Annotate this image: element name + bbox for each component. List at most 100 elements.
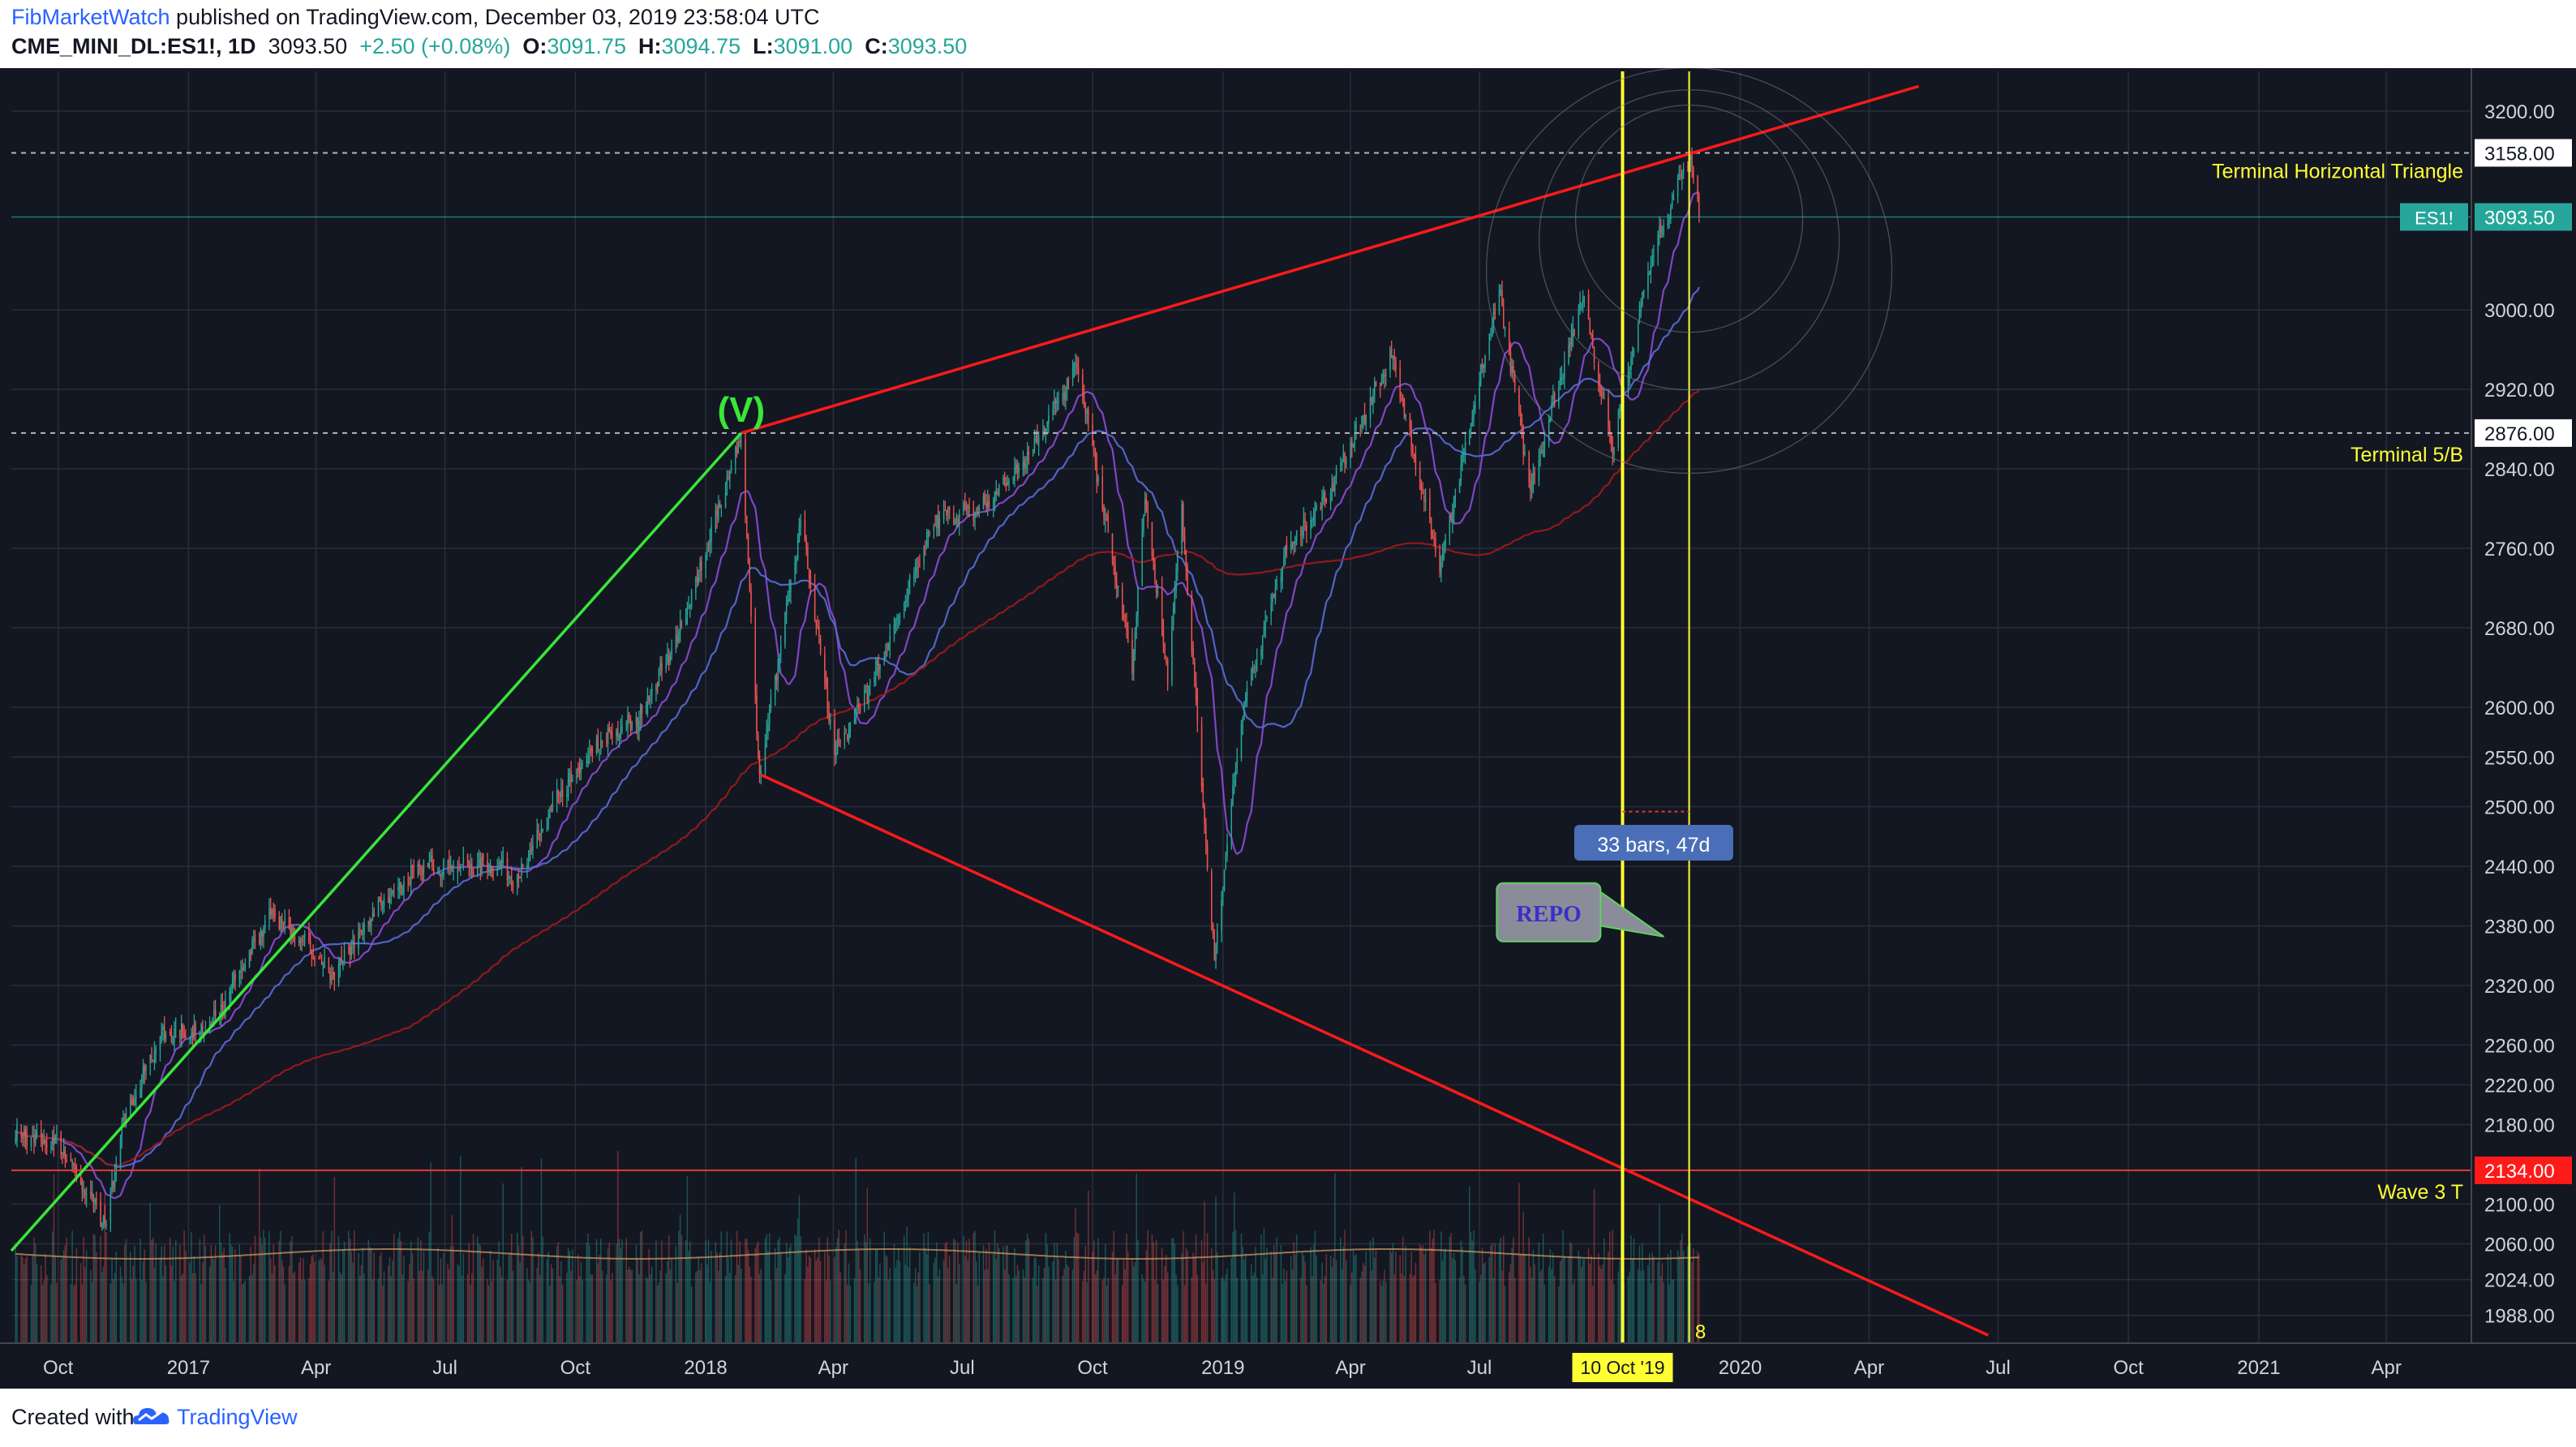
candle-body <box>522 864 524 865</box>
volume-bar <box>796 1218 799 1343</box>
volume-bar <box>576 1279 577 1343</box>
price-tick-label: 2380.00 <box>2484 917 2555 938</box>
candle-body <box>577 767 579 770</box>
candle-body <box>946 510 947 517</box>
volume-bar <box>527 1279 530 1343</box>
candle-body <box>1680 175 1681 178</box>
time-tick-label: Apr <box>818 1357 848 1379</box>
callout-text: REPO <box>1516 901 1582 927</box>
candle-body <box>695 577 697 594</box>
volume-bar <box>221 1252 224 1343</box>
candle-body <box>1164 645 1166 659</box>
candle-body <box>1518 389 1520 412</box>
volume-bar <box>481 1267 483 1343</box>
time-tick-label: Oct <box>2114 1357 2145 1379</box>
price-chart[interactable]: 1988.00 2024.00 2060.00 2100.00 2134.00 2180.… <box>0 68 2576 1389</box>
candle-body <box>1211 871 1213 922</box>
candle-body <box>629 719 632 730</box>
volume-bar <box>204 1246 207 1343</box>
volume-bar <box>885 1255 887 1343</box>
candle-body <box>1033 438 1036 452</box>
candle-body <box>387 900 389 904</box>
volume-bar <box>1166 1273 1169 1343</box>
volume-bar <box>431 1276 433 1343</box>
candle-body <box>1551 401 1552 417</box>
volume-bar <box>213 1259 215 1343</box>
candle-body <box>1143 515 1144 531</box>
volume-bar <box>701 1263 702 1343</box>
volume-bar <box>1511 1247 1513 1343</box>
candle-body <box>876 659 878 665</box>
candle-body <box>1470 424 1472 430</box>
volume-bar <box>1177 1285 1179 1343</box>
volume-bar <box>1310 1247 1312 1343</box>
volume-bar <box>1273 1245 1275 1343</box>
volume-bar <box>343 1241 346 1343</box>
volume-bar <box>172 1246 174 1343</box>
volume-bar <box>964 1256 966 1343</box>
volume-bar <box>1025 1240 1027 1343</box>
volume-bar <box>610 1280 612 1343</box>
candle-body <box>659 663 661 668</box>
candle-body <box>1052 410 1054 416</box>
candle-body <box>948 506 951 510</box>
volume-bar <box>1284 1281 1286 1343</box>
volume-bar <box>502 1183 504 1343</box>
volume-bar <box>1488 1256 1490 1343</box>
candle-body <box>1424 500 1427 502</box>
volume-bar <box>947 1268 949 1343</box>
volume-bar <box>784 1274 786 1343</box>
volume-bar <box>248 1276 251 1343</box>
volume-bar <box>142 1260 144 1343</box>
volume-bar <box>458 1265 460 1343</box>
candle-body <box>621 726 623 731</box>
volume-bar <box>1384 1269 1385 1343</box>
volume-bar <box>606 1274 608 1343</box>
symbol-label[interactable]: CME_MINI_DL:ES1!, 1D <box>11 34 256 58</box>
candle-body <box>620 729 622 738</box>
candle-body <box>373 913 376 917</box>
volume-bar <box>957 1242 959 1343</box>
volume-bar <box>1355 1254 1357 1343</box>
candle-body <box>784 612 786 645</box>
candle-body <box>62 1149 65 1155</box>
candle-body <box>885 650 887 658</box>
volume-bar <box>1471 1240 1474 1343</box>
chart-background <box>0 68 2576 1389</box>
tradingview-brand-link[interactable]: TradingView <box>177 1405 298 1429</box>
candle-body <box>1124 620 1126 622</box>
volume-bar <box>90 1269 92 1343</box>
volume-bar <box>1274 1253 1277 1343</box>
candle-body <box>213 1010 215 1017</box>
published-text: published on TradingView.com, December 0… <box>170 5 820 29</box>
drawings <box>10 68 2471 1343</box>
candle-body <box>219 1014 221 1015</box>
volume-bar <box>360 1265 363 1343</box>
volume-bar <box>1334 1173 1336 1343</box>
candle-body <box>1048 415 1050 424</box>
candle-body <box>1101 476 1104 509</box>
candle-body <box>1433 539 1435 541</box>
volume-bar <box>646 1278 649 1343</box>
volume-bar <box>1294 1254 1296 1343</box>
volume-bar <box>847 1284 848 1343</box>
candle-body <box>1192 648 1194 660</box>
author-link[interactable]: FibMarketWatch <box>11 5 170 29</box>
candle-body <box>557 790 560 795</box>
candle-body <box>101 1222 103 1229</box>
candle-body <box>1564 363 1565 379</box>
tradingview-logo-icon[interactable] <box>131 1400 172 1432</box>
candle-body <box>944 509 947 511</box>
candle-body <box>1324 492 1326 502</box>
candle-body <box>410 866 412 885</box>
candle-body <box>1276 579 1277 589</box>
candle-body <box>796 539 799 558</box>
candle-body <box>159 1037 161 1050</box>
candle-body <box>864 690 865 711</box>
volume-bar <box>706 1265 708 1343</box>
candle-body <box>1272 595 1273 603</box>
volume-bar <box>447 1264 449 1343</box>
volume-bar <box>1342 1246 1345 1343</box>
candle-body <box>1045 428 1047 434</box>
candle-body <box>185 1036 187 1038</box>
